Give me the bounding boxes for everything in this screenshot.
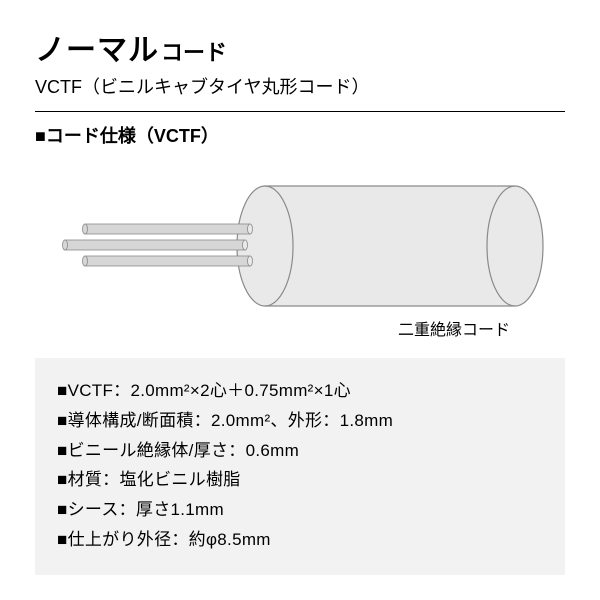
product-subtitle: VCTF（ビニルキャブタイヤ丸形コード）	[35, 73, 565, 99]
spec-row: ■仕上がり外径：約φ8.5mm	[57, 525, 543, 555]
title-rest: コード	[161, 35, 227, 67]
spec-box: ■VCTF：2.0mm²×2心＋0.75mm²×1心 ■導体構成/断面積：2.0…	[35, 358, 565, 575]
spec-row: ■シース：厚さ1.1mm	[57, 495, 543, 525]
cable-diagram: 二重絶縁コード	[35, 166, 565, 346]
title-bold: ノーマル	[35, 25, 159, 69]
spec-row: ■材質：塩化ビニル樹脂	[57, 465, 543, 495]
section-divider	[35, 111, 565, 112]
spec-row: ■ビニール絶縁体/厚さ：0.6mm	[57, 436, 543, 466]
product-title: ノーマル コード	[35, 25, 565, 69]
diagram-label: 二重絶縁コード	[398, 316, 510, 340]
spec-heading: ■コード仕様（VCTF）	[35, 122, 565, 148]
spec-row: ■導体構成/断面積：2.0mm²、外形：1.8mm	[57, 406, 543, 436]
spec-row: ■VCTF：2.0mm²×2心＋0.75mm²×1心	[57, 376, 543, 406]
cable-svg	[35, 166, 565, 336]
